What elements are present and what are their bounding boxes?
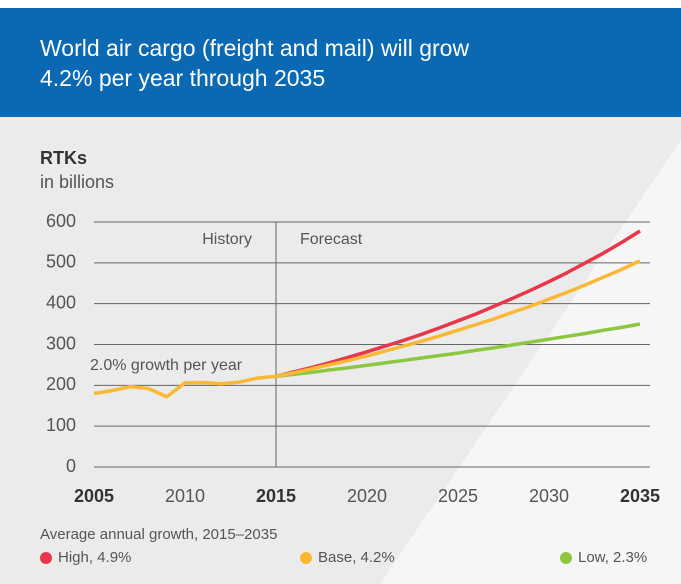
x-tick-label: 2010 xyxy=(165,486,205,506)
series-line xyxy=(275,229,641,379)
legend-swatch xyxy=(40,552,52,564)
series-line xyxy=(275,322,641,379)
x-tick-label: 2020 xyxy=(347,486,387,506)
y-tick-label: 400 xyxy=(46,292,76,312)
title-line: World air cargo (freight and mail) will … xyxy=(40,35,469,61)
x-tick-label: 2035 xyxy=(620,486,660,506)
x-tick-label: 2030 xyxy=(529,486,569,506)
legend-swatch xyxy=(300,552,312,564)
y-tick-label: 500 xyxy=(46,252,76,272)
legend-swatch xyxy=(560,552,572,564)
y-sublabel: in billions xyxy=(40,172,114,192)
series-line xyxy=(93,259,641,399)
y-tick-label: 300 xyxy=(46,333,76,353)
header xyxy=(0,8,681,117)
legend-label: Low, 2.3% xyxy=(578,549,647,566)
x-tick-label: 2025 xyxy=(438,486,478,506)
y-label: RTKs xyxy=(40,148,87,168)
y-tick-label: 600 xyxy=(46,211,76,231)
title-line: 4.2% per year through 2035 xyxy=(40,65,325,91)
x-tick-label: 2015 xyxy=(256,486,296,506)
annotation: History xyxy=(202,231,252,248)
legend-title: Average annual growth, 2015–2035 xyxy=(40,526,277,543)
y-tick-label: 0 xyxy=(66,456,76,476)
legend-label: High, 4.9% xyxy=(58,549,131,566)
y-tick-label: 200 xyxy=(46,374,76,394)
legend-label: Base, 4.2% xyxy=(318,549,395,566)
x-tick-label: 2005 xyxy=(74,486,114,506)
y-tick-label: 100 xyxy=(46,415,76,435)
annotation: 2.0% growth per year xyxy=(90,357,243,374)
annotation: Forecast xyxy=(300,231,363,248)
